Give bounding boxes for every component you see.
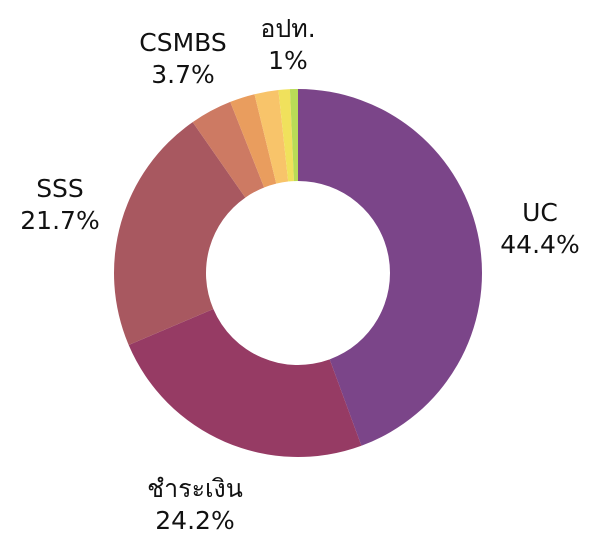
slice [114, 122, 246, 346]
slice-label: CSMBS [139, 28, 226, 57]
slice-label: ชำระเงิน [147, 474, 243, 503]
slice-value-label: 1% [268, 46, 308, 75]
slice [278, 89, 294, 182]
slice-label: SSS [36, 174, 84, 203]
slice [192, 101, 265, 198]
slice [254, 90, 289, 184]
slice-label: UC [522, 198, 558, 227]
slice-value-label: 3.7% [151, 60, 215, 89]
slice-value-label: 44.4% [500, 230, 579, 259]
slice [230, 94, 277, 188]
slice [289, 89, 298, 182]
slice [128, 309, 362, 457]
slice-label: อปท. [260, 14, 315, 43]
slice [298, 89, 483, 446]
slice-value-label: 21.7% [20, 206, 99, 235]
slice-value-label: 24.2% [155, 506, 234, 535]
